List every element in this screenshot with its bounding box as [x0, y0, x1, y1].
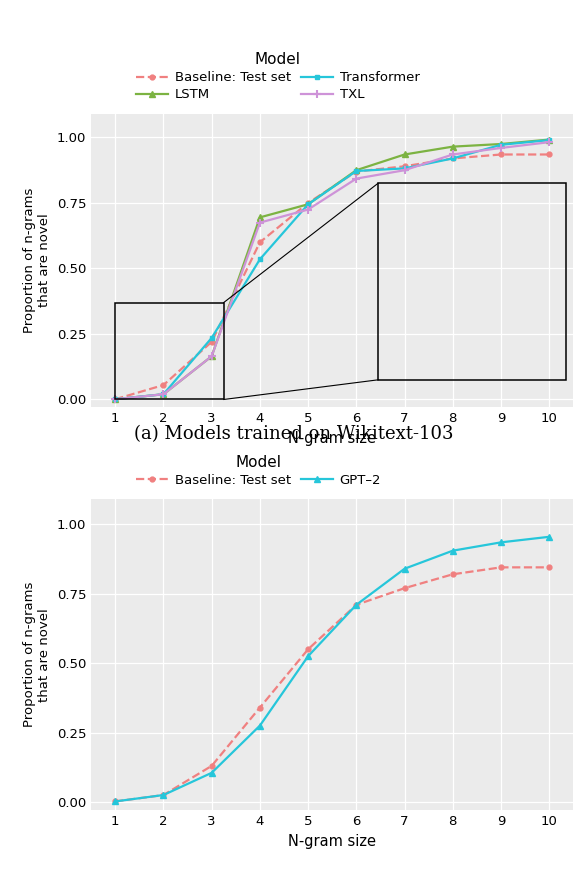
- Bar: [115, 302, 223, 399]
- Text: (a) Models trained on Wikitext-103: (a) Models trained on Wikitext-103: [134, 425, 454, 442]
- X-axis label: N-gram size: N-gram size: [288, 834, 376, 849]
- Y-axis label: Proportion of n-grams
that are novel: Proportion of n-grams that are novel: [23, 188, 51, 333]
- Legend: Baseline: Test set, GPT–2: Baseline: Test set, GPT–2: [136, 455, 381, 486]
- Bar: [378, 183, 566, 380]
- Legend: Baseline: Test set, LSTM, Transformer, TXL: Baseline: Test set, LSTM, Transformer, T…: [136, 53, 419, 102]
- X-axis label: N-gram size: N-gram size: [288, 431, 376, 446]
- Y-axis label: Proportion of n-grams
that are novel: Proportion of n-grams that are novel: [23, 583, 51, 727]
